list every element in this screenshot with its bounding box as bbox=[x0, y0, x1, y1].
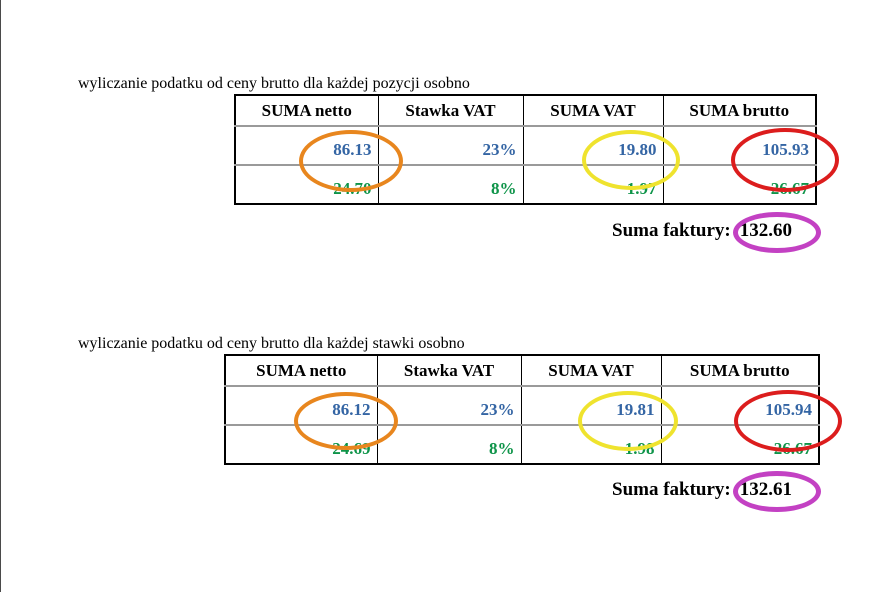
cell-brutto-8: 26.67 bbox=[660, 425, 819, 464]
cell-netto-23: 86.12 bbox=[225, 386, 377, 426]
page-edge-line bbox=[0, 0, 1, 592]
header-suma-vat: SUMA VAT bbox=[520, 355, 661, 387]
summary-label-1: Suma faktury: bbox=[612, 220, 731, 241]
cell-stawka-23: 23% bbox=[376, 386, 521, 426]
cell-brutto-23: 105.93 bbox=[662, 126, 816, 166]
invoice-total-2: Suma faktury: 132.61 bbox=[612, 479, 792, 501]
table-row-vat8: 24.70 8% 1.97 26.67 bbox=[235, 165, 816, 204]
cell-stawka-23: 23% bbox=[377, 126, 523, 166]
header-stawka-vat: Stawka VAT bbox=[376, 355, 521, 387]
header-suma-brutto: SUMA brutto bbox=[660, 355, 819, 387]
cell-vat-8: 1.97 bbox=[522, 165, 663, 204]
table-row-vat8: 24.69 8% 1.98 26.67 bbox=[225, 425, 819, 464]
section-title-stawki: wyliczanie podatku od ceny brutto dla ka… bbox=[78, 335, 465, 352]
header-stawka-vat: Stawka VAT bbox=[377, 95, 523, 127]
invoice-total-1: Suma faktury: 132.60 bbox=[612, 220, 792, 242]
summary-label-2: Suma faktury: bbox=[612, 479, 731, 500]
cell-netto-8: 24.70 bbox=[333, 179, 372, 198]
section-title-pozycje: wyliczanie podatku od ceny brutto dla ka… bbox=[78, 75, 470, 92]
cell-brutto-8: 26.67 bbox=[662, 165, 816, 204]
cell-vat-23: 19.80 bbox=[522, 126, 663, 166]
summary-value-2: 132.61 bbox=[739, 479, 793, 500]
table-row-vat23: 86.12 23% 19.81 105.94 bbox=[225, 386, 819, 426]
cell-vat-23: 19.81 bbox=[520, 386, 661, 426]
vat-table-pozycje: SUMA netto Stawka VAT SUMA VAT SUMA brut… bbox=[234, 94, 817, 205]
table-header-row: SUMA netto Stawka VAT SUMA VAT SUMA brut… bbox=[225, 355, 819, 387]
header-suma-netto: SUMA netto bbox=[235, 95, 378, 127]
cell-vat-8: 1.98 bbox=[520, 425, 661, 464]
summary-value-1: 132.60 bbox=[739, 220, 793, 241]
cell-netto-23: 86.13 bbox=[235, 126, 378, 166]
header-suma-brutto: SUMA brutto bbox=[662, 95, 816, 127]
cell-stawka-8: 8% bbox=[376, 425, 521, 464]
header-suma-netto: SUMA netto bbox=[225, 355, 377, 387]
table-row-vat23: 86.13 23% 19.80 105.93 bbox=[235, 126, 816, 166]
table-header-row: SUMA netto Stawka VAT SUMA VAT SUMA brut… bbox=[235, 95, 816, 127]
cell-brutto-23: 105.94 bbox=[660, 386, 819, 426]
cell-netto-8: 24.69 bbox=[332, 439, 371, 458]
header-suma-vat: SUMA VAT bbox=[522, 95, 663, 127]
cell-stawka-8: 8% bbox=[377, 165, 523, 204]
vat-table-stawki: SUMA netto Stawka VAT SUMA VAT SUMA brut… bbox=[224, 354, 820, 465]
